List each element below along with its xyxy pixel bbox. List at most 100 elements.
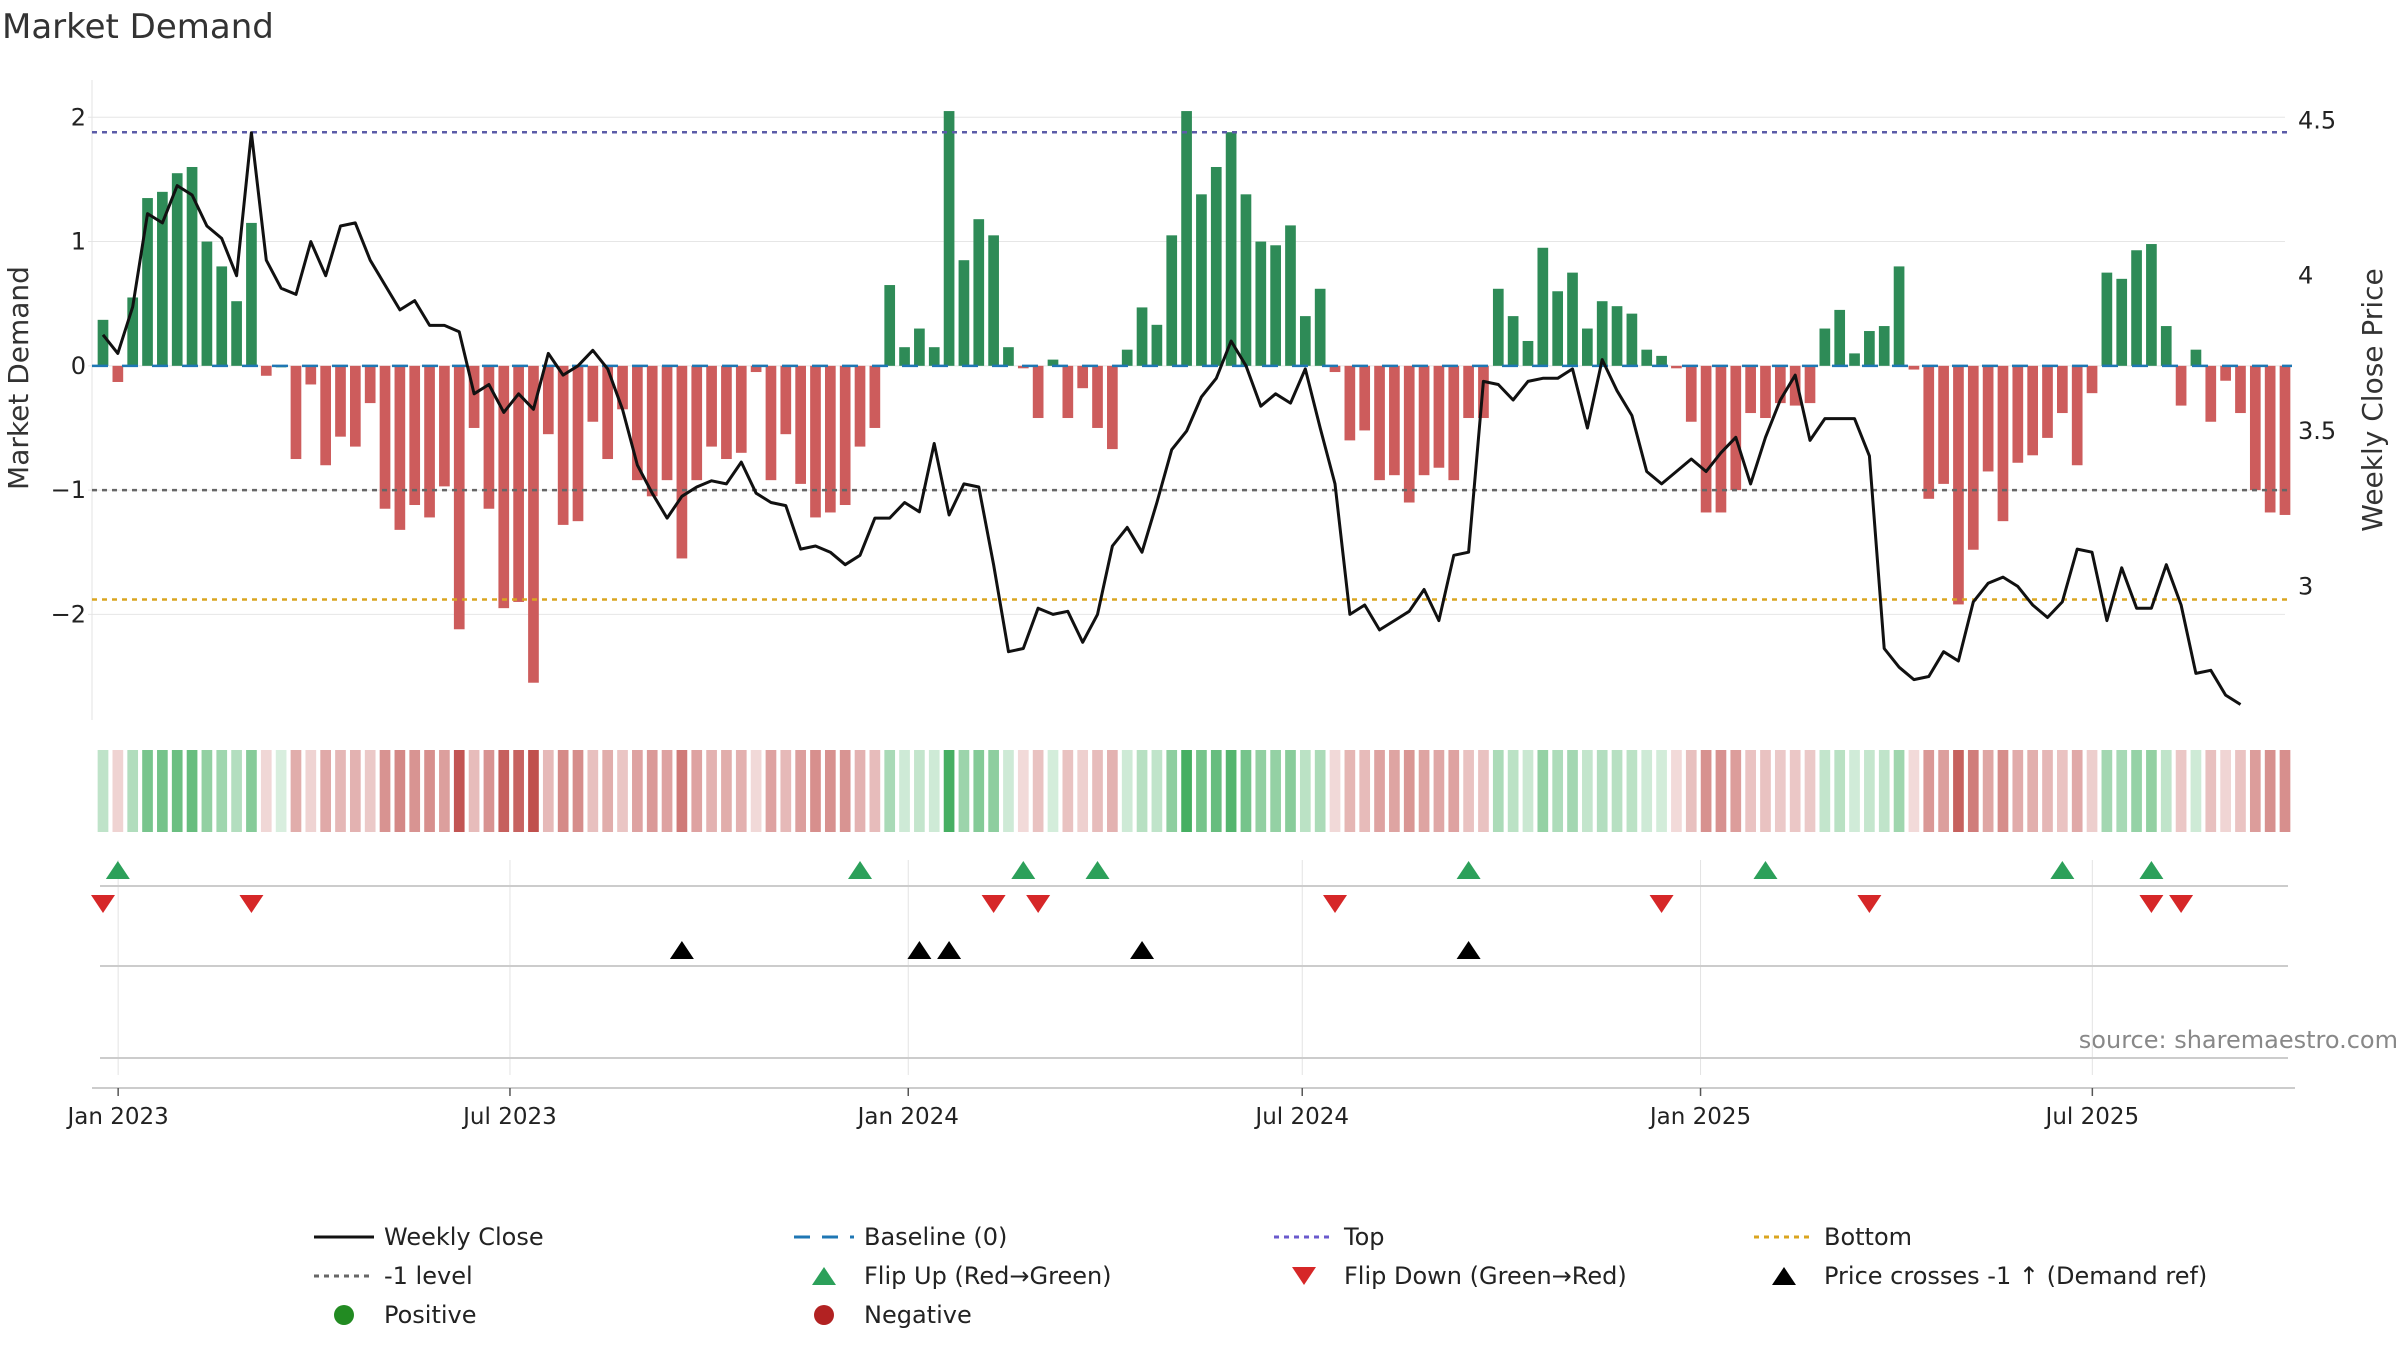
demand-bar xyxy=(2131,250,2142,366)
demand-bar xyxy=(632,365,643,481)
heat-cell xyxy=(1997,750,2009,832)
heat-cell xyxy=(1938,750,1949,832)
flip-down-marker xyxy=(91,895,115,913)
heat-cell xyxy=(1953,750,1964,832)
demand-bar xyxy=(780,365,792,435)
demand-bar xyxy=(557,365,569,525)
heat-cell xyxy=(542,750,554,832)
heat-cell xyxy=(1344,750,1356,832)
heat-cell xyxy=(2116,750,2128,832)
heat-cell xyxy=(453,750,465,832)
x-tick-label: Jan 2023 xyxy=(65,1104,168,1130)
demand-bar xyxy=(2279,365,2291,515)
demand-bar xyxy=(513,365,524,602)
flip-up-marker xyxy=(848,861,873,879)
legend-item: Weekly Close xyxy=(314,1223,544,1251)
demand-bar xyxy=(1492,288,1504,366)
demand-bar xyxy=(765,365,777,481)
heat-cell xyxy=(1611,750,1623,832)
heat-cell xyxy=(1285,750,1296,832)
heat-cell xyxy=(1552,750,1564,832)
heat-cell xyxy=(1834,750,1846,832)
demand-bar xyxy=(617,365,628,410)
legend-triangle-down-symbol xyxy=(1292,1267,1316,1285)
demand-bar xyxy=(1878,326,1890,366)
heat-cell xyxy=(1478,750,1489,832)
legend-triangle-up-symbol xyxy=(812,1267,836,1285)
heat-cell xyxy=(439,750,450,832)
demand-bar xyxy=(1849,353,1860,366)
demand-bar xyxy=(394,365,406,530)
demand-bar xyxy=(973,219,985,366)
heat-cell xyxy=(691,750,703,832)
demand-bar xyxy=(676,365,688,559)
heat-cell xyxy=(1967,750,1979,832)
demand-bar xyxy=(1032,365,1044,419)
heat-cell xyxy=(1389,750,1400,832)
demand-bar xyxy=(1210,166,1222,366)
demand-bar xyxy=(453,365,465,630)
demand-bar xyxy=(1166,235,1178,366)
demand-bar xyxy=(1299,316,1311,366)
right-y-tick-label: 3.5 xyxy=(2298,417,2336,445)
heat-cell xyxy=(2235,750,2246,832)
demand-bar xyxy=(1344,365,1356,441)
demand-bar xyxy=(2249,365,2261,491)
demand-bar xyxy=(1938,365,1949,484)
heat-cell xyxy=(1240,750,1252,832)
heat-cell xyxy=(2086,750,2098,832)
right-axis-label: Weekly Close Price xyxy=(2356,268,2389,531)
heat-cell xyxy=(2205,750,2217,832)
price-line-group xyxy=(101,131,2242,706)
heat-cell xyxy=(498,750,510,832)
demand-bar xyxy=(1671,365,1682,369)
heat-cell xyxy=(943,750,955,832)
heat-cell xyxy=(1270,750,1281,832)
demand-bar xyxy=(899,347,910,366)
heat-cell xyxy=(157,750,168,832)
demand-bar xyxy=(320,365,331,466)
demand-bar xyxy=(231,301,242,366)
demand-bar xyxy=(1552,291,1564,366)
demand-bar xyxy=(157,191,168,366)
demand-bar xyxy=(810,365,821,518)
heat-cell xyxy=(394,750,406,832)
heat-cell xyxy=(1151,750,1163,832)
heat-cell xyxy=(958,750,970,832)
demand-bar xyxy=(2264,365,2276,513)
heat-cell xyxy=(1641,750,1653,832)
heat-cell xyxy=(1196,750,1207,832)
demand-bar xyxy=(1389,365,1400,476)
demand-bar xyxy=(1433,365,1445,468)
heat-cell xyxy=(424,750,435,832)
legend: Weekly Close Baseline (0) Top Bottom -1 leve… xyxy=(314,1223,2207,1329)
demand-bar xyxy=(1314,288,1326,366)
flip-down-marker xyxy=(239,895,264,913)
price-cross-marker xyxy=(669,941,694,959)
demand-bar xyxy=(854,365,866,447)
heat-cell xyxy=(1017,750,1029,832)
demand-bar xyxy=(1715,365,1727,513)
demand-bar xyxy=(928,347,940,366)
heat-cell xyxy=(1492,750,1504,832)
demand-bar xyxy=(1359,365,1371,431)
demand-bar xyxy=(2205,365,2217,422)
demand-bar xyxy=(2190,349,2202,366)
heat-cell xyxy=(379,750,391,832)
demand-bar xyxy=(1923,365,1935,499)
demand-bar xyxy=(839,365,851,506)
demand-bar xyxy=(1285,225,1296,366)
legend-label: Bottom xyxy=(1824,1223,1912,1251)
heat-cell xyxy=(2012,750,2024,832)
demand-bar xyxy=(1092,365,1103,428)
demand-bar xyxy=(112,365,124,382)
heat-cell xyxy=(201,750,213,832)
heat-cell xyxy=(142,750,153,832)
demand-bar xyxy=(943,111,955,366)
demand-bar xyxy=(572,365,584,522)
heat-cell xyxy=(750,750,762,832)
legend-item: Baseline (0) xyxy=(794,1223,1007,1251)
heat-cell xyxy=(1567,750,1578,832)
flip-down-marker xyxy=(1026,895,1051,913)
demand-bar xyxy=(2235,365,2246,414)
